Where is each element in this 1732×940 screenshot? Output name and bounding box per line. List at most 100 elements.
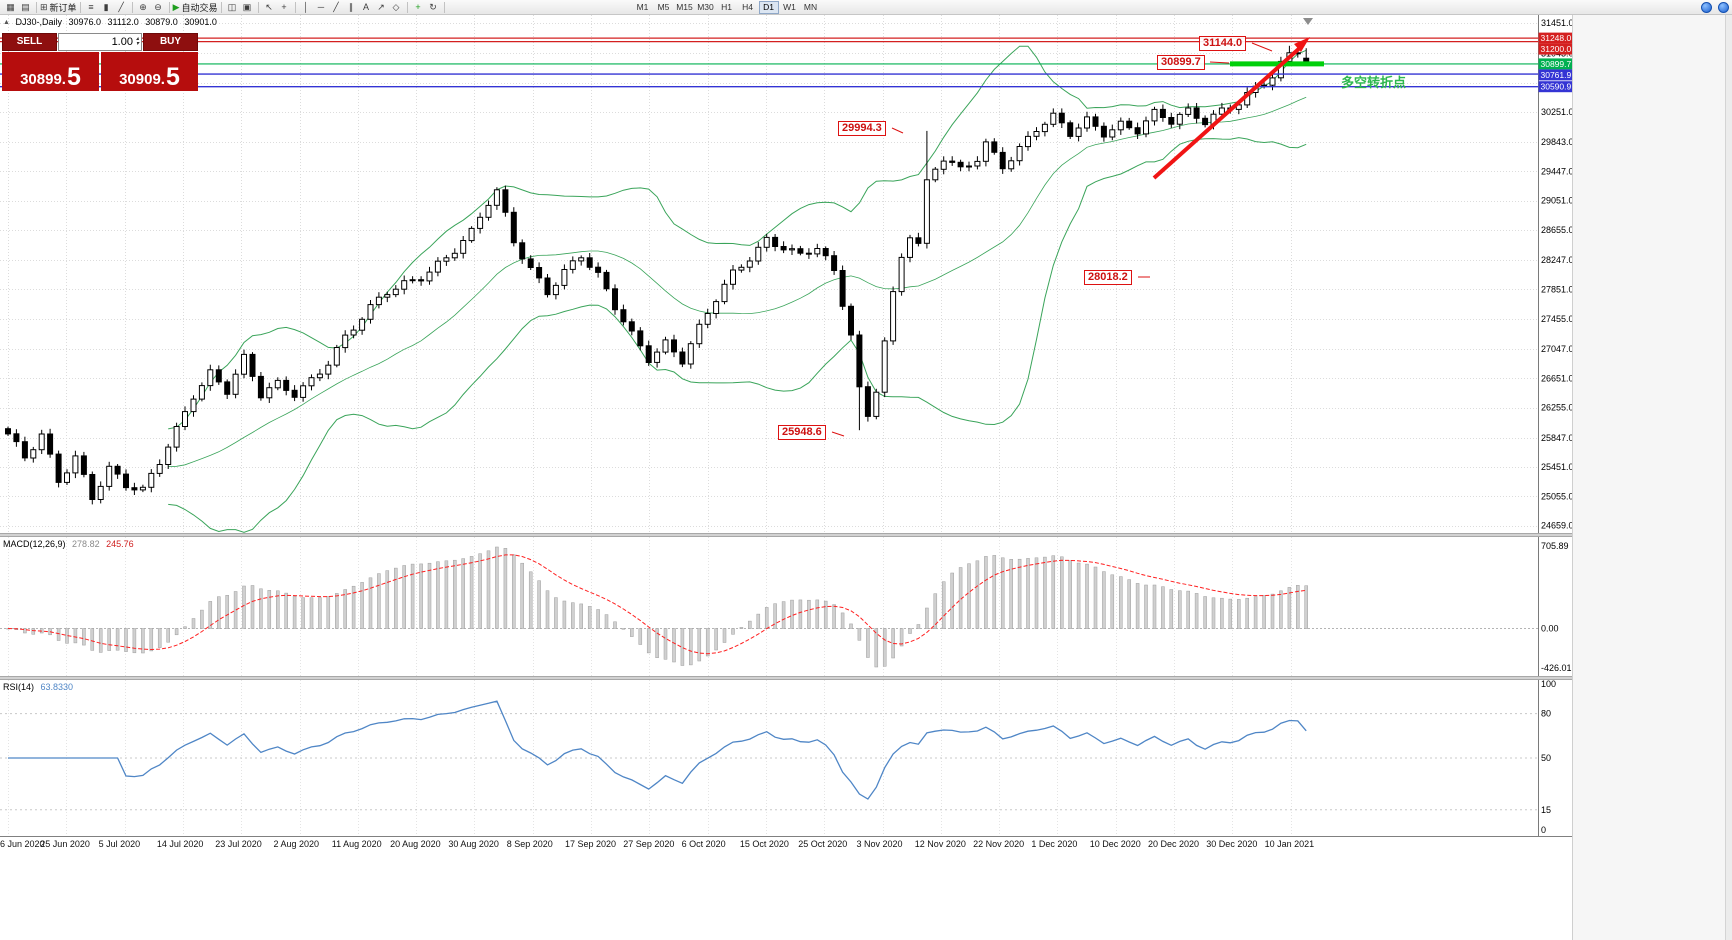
price-scale: 31451.031043.030251.029843.029447.029051… [1538,15,1572,533]
chart-title: ▲ DJ30-,Daily 30976.0 31112.0 30879.0 30… [3,17,217,27]
svg-text:29051.0: 29051.0 [1541,196,1572,206]
pane-separator[interactable] [0,676,1572,680]
toolbar-separator [79,1,81,13]
turning-point-label[interactable]: 多空转折点 [1341,75,1407,90]
channel-icon[interactable]: ∥ [348,1,354,12]
svg-text:29447.0: 29447.0 [1541,166,1572,176]
date-label: 30 Aug 2020 [448,839,499,849]
chart-profiles-icon[interactable]: ▤ [21,1,30,12]
price-annotation[interactable]: 25948.6 [778,425,826,440]
trendline-icon[interactable]: ╱ [333,1,339,12]
shapes-icon[interactable]: ◇ [392,1,400,12]
buy-price-tile[interactable]: 30909. 5 [101,52,198,91]
date-label: 8 Sep 2020 [506,839,553,849]
rsi-levels [0,713,1538,811]
timeframe-w1[interactable]: W1 [783,2,796,12]
timeframe-m15[interactable]: M15 [676,2,693,12]
new-order-icon[interactable]: ⊞ 新订单 [40,1,77,13]
sell-price: 30899. [20,71,66,88]
sell-price-tile[interactable]: 30899. 5 [2,52,99,91]
toolbar-separator [294,1,296,13]
date-label: 2 Aug 2020 [273,839,320,849]
chart-symbol-period: DJ30-,Daily [15,17,62,27]
crosshair-icon[interactable]: + [281,2,287,12]
refresh-icon[interactable]: ↻ [429,1,437,12]
chart-low: 30879.0 [145,17,178,27]
svg-text:24659.0: 24659.0 [1541,521,1572,531]
timeframe-h4[interactable]: H4 [742,2,753,12]
rsi-header: RSI(14) 63.8330 [3,682,73,692]
svg-text:26651.0: 26651.0 [1541,373,1572,383]
trend-arrow [1152,37,1310,180]
chart-close: 30901.0 [184,17,217,27]
date-label: 1 Dec 2020 [1031,839,1078,849]
svg-text:25055.0: 25055.0 [1541,491,1572,501]
line-chart-icon[interactable]: ╱ [118,1,124,12]
indicators-icon[interactable]: + [415,2,421,12]
one-click-trade-panel: SELL 1.00 ▴ ▾ BUY 30899. 5 30909. 5 [2,33,198,91]
buy-button[interactable]: BUY [143,33,198,51]
timeframe-m5[interactable]: M5 [657,2,670,12]
svg-text:30590.9: 30590.9 [1541,82,1572,92]
text-label-icon[interactable]: A [362,2,369,12]
candlestick-icon[interactable]: ▮ [103,1,109,12]
vertical-scrollbar[interactable] [1725,15,1732,940]
timeframe-mn[interactable]: MN [803,2,818,12]
macd-main-value: 278.82 [72,539,100,549]
svg-text:31248.0: 31248.0 [1541,33,1572,43]
date-axis[interactable]: 6 Jun 2020 25 Jun 2020 5 Jul 2020 14 Jul 20… [0,836,1572,850]
date-label: 11 Aug 2020 [331,839,382,849]
vertical-line-icon[interactable]: │ [303,2,309,12]
volume-value: 1.00 [111,36,133,48]
zoom-out-icon[interactable]: ⊖ [154,1,162,12]
toolbar-separator [131,1,133,13]
rsi-value: 63.8330 [40,682,74,692]
pane-separator[interactable] [0,533,1572,537]
buy-price-pip: 5 [165,63,180,91]
price-annotation[interactable]: 29994.3 [838,121,886,136]
svg-text:27455.0: 27455.0 [1541,314,1572,324]
price-annotation[interactable]: 28018.2 [1084,270,1132,285]
rsi-pane[interactable]: 100 80 50 15 0 [0,680,1572,836]
sell-price-pip: 5 [66,63,81,91]
date-label: 22 Nov 2020 [973,839,1025,849]
macd-pane[interactable]: 705.89 0.00 -426.01 [0,537,1572,676]
spin-up-icon[interactable]: ▴ [135,36,139,42]
new-chart-icon[interactable]: ▦ [6,1,15,12]
shift-marker-icon [1303,18,1313,25]
main-toolbar: ▦ ▤ ⊞ 新订单 ≡ ▮ ╱ ⊕ ⊖ ▶ 自动交易 ◫ ▣ ↖ + │ ─ ╱ ∥ A ↗ ◇ + ↻ M1 M5 M15 M30… [0,0,1732,15]
svg-text:705.89: 705.89 [1541,541,1569,551]
chart-open: 30976.0 [68,17,102,27]
bar-chart-icon[interactable]: ≡ [88,2,94,12]
toolbar-icons: ▦ ▤ ⊞ 新订单 ≡ ▮ ╱ ⊕ ⊖ ▶ 自动交易 ◫ ▣ ↖ + │ ─ ╱ ∥ A ↗ ◇ + ↻ [3,1,448,14]
tile-windows-icon[interactable]: ◫ [227,1,237,12]
window-button-1-icon[interactable] [1701,2,1712,13]
timeframe-d1[interactable]: D1 [758,0,779,14]
macd-header: MACD(12,26,9) 278.82 245.76 [3,539,134,549]
sell-button[interactable]: SELL [2,33,57,51]
timeframe-m30[interactable]: M30 [697,2,714,12]
macd-signal-line [7,554,1307,655]
horizontal-line-icon[interactable]: ─ [317,2,325,12]
toolbar-separator [168,1,170,13]
main-chart[interactable]: 31451.031043.030251.029843.029447.029051… [0,15,1572,533]
bollinger-bands [168,45,1307,533]
spin-down-icon[interactable]: ▾ [135,41,139,47]
svg-text:15: 15 [1541,805,1551,815]
rsi-label: RSI(14) [3,682,35,692]
volume-field[interactable]: 1.00 ▴ ▾ [58,33,142,51]
cursor-icon[interactable]: ↖ [265,1,273,12]
price-annotation[interactable]: 31144.0 [1199,36,1247,51]
window-button-2-icon[interactable] [1718,2,1729,13]
zoom-in-icon[interactable]: ⊕ [139,1,147,12]
autotrade-icon[interactable]: ▶ 自动交易 [172,1,218,13]
price-annotation[interactable]: 30899.7 [1157,55,1205,70]
arrow-object-icon[interactable]: ↗ [377,1,385,12]
volume-spinner[interactable]: ▴ ▾ [135,36,139,47]
timeframe-m1[interactable]: M1 [636,2,649,12]
grid [0,15,1538,533]
svg-text:-426.01: -426.01 [1541,663,1572,673]
new-window-icon[interactable]: ▣ [242,1,252,12]
timeframe-h1[interactable]: H1 [721,2,732,12]
